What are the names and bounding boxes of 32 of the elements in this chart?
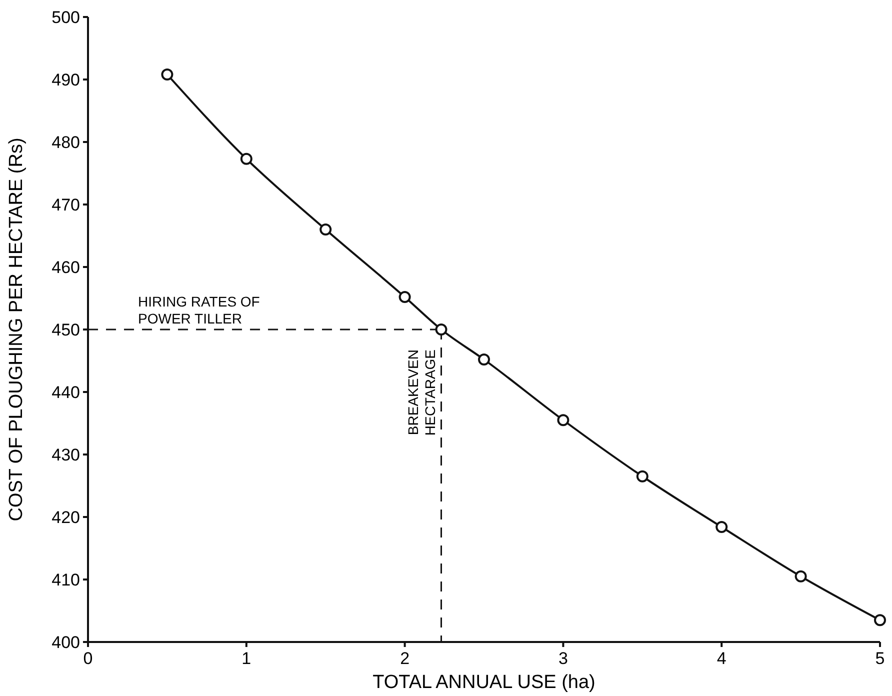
y-tick-label: 500 [52,8,80,27]
point [557,414,570,426]
x-tick-label: 1 [242,649,252,668]
x-tick-label: 2 [400,649,410,668]
point [435,324,448,336]
y-tick-label: 460 [52,258,80,277]
point [161,68,174,80]
point [636,470,648,482]
point [478,354,490,366]
y-tick-label: 400 [52,632,80,652]
x-tick-label: 0 [83,649,93,668]
y-tick-label: 420 [52,508,80,527]
y-tick-label: 450 [52,320,80,340]
point [794,570,807,582]
y-tick-label: 480 [52,132,80,152]
point [320,224,332,236]
y-tick-label: 410 [52,570,80,590]
x-tick-label: 4 [716,649,726,668]
x-tick-label: 3 [558,649,568,668]
y-axis-title: COST OF PLOUGHING PER HECTARE (Rs) [6,138,27,522]
y-tick-label: 430 [52,445,80,464]
point [240,152,252,165]
point [874,614,886,626]
x-tick-label: 5 [875,649,885,668]
x-axis-title: TOTAL ANNUAL USE (ha) [372,672,596,693]
y-tick-label: 470 [52,195,80,214]
point [398,291,411,303]
y-tick-label: 490 [52,70,80,90]
ref-line-label: BREAKEVEN HECTARAGE [405,350,438,436]
y-tick-label: 440 [52,382,80,402]
ref-line-label: HIRING RATES OF POWER TILLER [138,294,260,326]
point [716,521,728,533]
